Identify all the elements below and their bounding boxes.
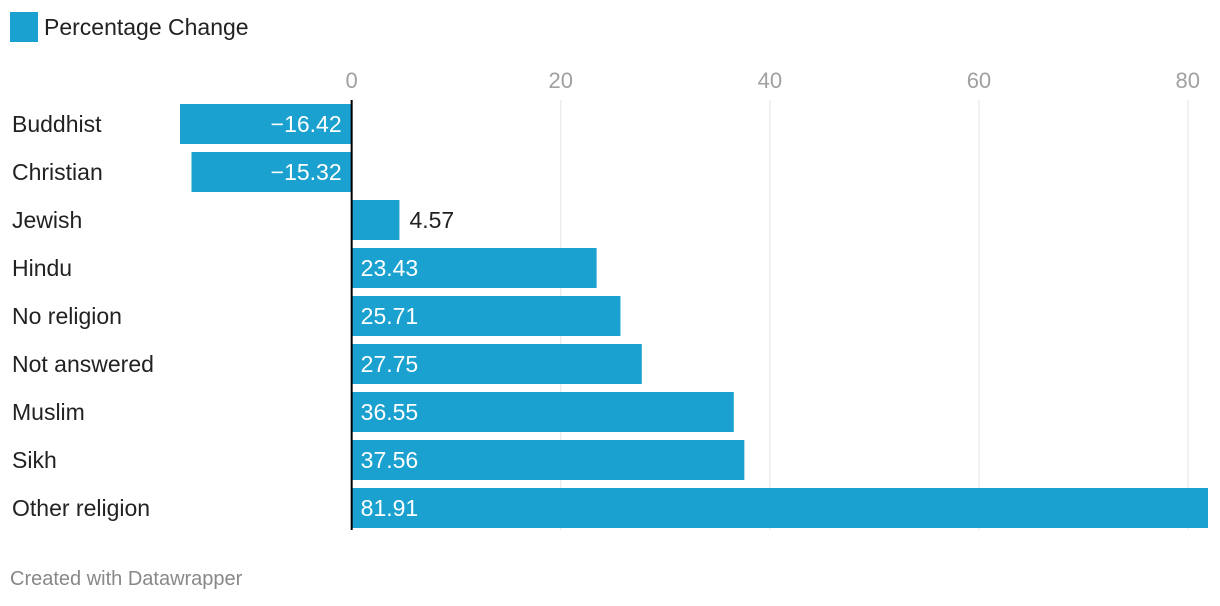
category-label-not-answered: Not answered xyxy=(12,351,154,377)
bar-hindu xyxy=(351,248,597,288)
value-label-christian: −15.32 xyxy=(271,159,342,185)
value-label-not-answered: 27.75 xyxy=(361,351,419,377)
value-labels: −16.42 −15.32 4.57 23.43 25.71 27.75 36.55 37.5… xyxy=(271,111,455,521)
legend-label: Percentage Change xyxy=(44,13,249,40)
x-tick-label-0: 0 xyxy=(346,68,358,93)
x-tick-label-40: 40 xyxy=(758,68,782,93)
category-label-other-religion: Other religion xyxy=(12,495,150,521)
category-label-christian: Christian xyxy=(12,159,103,185)
value-label-muslim: 36.55 xyxy=(361,399,419,425)
category-label-no-religion: No religion xyxy=(12,303,122,329)
x-tick-label-80: 80 xyxy=(1176,68,1200,93)
bars xyxy=(180,104,1208,528)
footer-credit: Created with Datawrapper xyxy=(10,568,243,590)
bar-muslim xyxy=(351,392,734,432)
category-label-sikh: Sikh xyxy=(12,447,57,473)
category-label-hindu: Hindu xyxy=(12,255,72,281)
bar-buddhist xyxy=(180,104,352,144)
value-label-no-religion: 25.71 xyxy=(361,303,419,329)
value-label-sikh: 37.56 xyxy=(361,447,419,473)
value-label-buddhist: −16.42 xyxy=(271,111,342,137)
bar-other-religion xyxy=(351,488,1208,528)
legend-swatch xyxy=(10,12,38,42)
legend: Percentage Change xyxy=(10,12,249,42)
category-label-buddhist: Buddhist xyxy=(12,111,102,137)
x-tick-label-20: 20 xyxy=(549,68,573,93)
bar-christian xyxy=(191,152,352,192)
value-label-jewish: 4.57 xyxy=(409,207,454,233)
bar-no-religion xyxy=(351,296,621,336)
category-label-muslim: Muslim xyxy=(12,399,85,425)
bar-jewish xyxy=(351,200,400,240)
category-label-jewish: Jewish xyxy=(12,207,82,233)
value-label-other-religion: 81.91 xyxy=(361,495,419,521)
bar-sikh xyxy=(351,440,745,480)
x-tick-label-60: 60 xyxy=(967,68,991,93)
bar-not-answered xyxy=(351,344,642,384)
value-label-hindu: 23.43 xyxy=(361,255,419,281)
x-tick-labels: 0 20 40 60 80 xyxy=(346,68,1200,93)
category-labels: Buddhist Christian Jewish Hindu No religion N… xyxy=(12,111,154,521)
